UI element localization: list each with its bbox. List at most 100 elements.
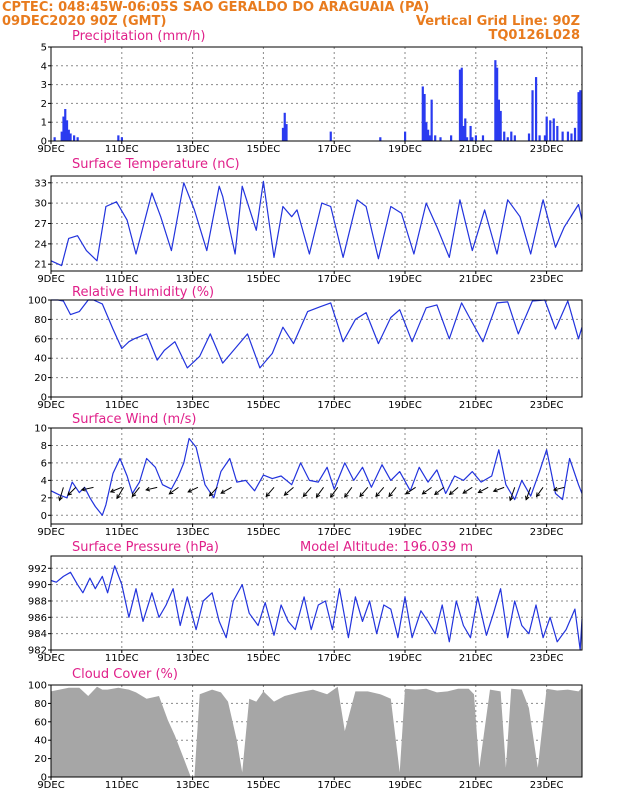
wind-arrow-shaft xyxy=(375,487,385,497)
wind-arrow-shaft xyxy=(359,487,369,497)
temperature-ytick-label: 21 xyxy=(34,260,47,271)
humidity-xtick-label: 15DEC xyxy=(247,400,281,411)
cloud_cover-xtick-label: 23DEC xyxy=(530,780,564,791)
precipitation-xtick-label: 11DEC xyxy=(105,144,139,155)
temperature-xtick-label: 15DEC xyxy=(247,274,281,285)
wind-title: Surface Wind (m/s) xyxy=(72,412,196,427)
wind-arrow-shaft xyxy=(405,486,416,495)
wind-arrow-shaft xyxy=(493,486,505,492)
precipitation-bar xyxy=(60,131,63,141)
wind-arrow-head xyxy=(80,486,86,492)
temperature-xtick-label: 9DEC xyxy=(37,274,64,285)
wind-arrow-head xyxy=(375,492,380,498)
cloud_cover-xtick-label: 9DEC xyxy=(37,780,64,791)
precipitation-bar xyxy=(379,137,382,141)
precipitation-bar xyxy=(503,131,506,141)
wind-arrow-shaft xyxy=(330,487,339,498)
precipitation-bar xyxy=(283,112,286,141)
cloud_cover-xtick-label: 17DEC xyxy=(317,780,351,791)
wind-ytick-label: 8 xyxy=(41,441,47,452)
precipitation-bar xyxy=(556,125,559,141)
pressure-ytick-label: 986 xyxy=(28,613,47,624)
precipitation-bar xyxy=(573,127,577,141)
cloud_cover-panel: 0 20 40 60 80 100 9DEC 11DEC 13DEC 15DEC 17DEC 19DE… xyxy=(28,667,583,791)
precipitation-bar xyxy=(481,135,485,141)
precipitation-bar xyxy=(450,135,453,141)
wind-xtick-label: 23DEC xyxy=(530,527,564,538)
precipitation-bar xyxy=(439,137,442,141)
wind-arrow-shaft xyxy=(553,486,565,491)
cloud_cover-frame xyxy=(50,684,583,778)
wind-arrow-shaft xyxy=(209,487,218,497)
precipitation-bar xyxy=(329,131,332,141)
humidity-xtick-label: 11DEC xyxy=(105,400,139,411)
pressure-frame xyxy=(50,555,583,651)
precipitation-bar xyxy=(471,137,474,141)
precipitation-xtick-label: 13DEC xyxy=(176,144,210,155)
humidity-ytick-label: 80 xyxy=(34,315,47,326)
wind-arrow-head xyxy=(131,492,137,498)
precipitation-bar xyxy=(53,137,56,141)
precipitation-panel: 0 1 2 3 4 5 9DEC 11DEC 13DEC 15DEC 17DEC 19DEC 21DEC… xyxy=(37,29,583,155)
wind-arrow-shaft xyxy=(449,486,459,495)
temperature-xtick-label: 11DEC xyxy=(105,274,139,285)
precipitation-xtick-label: 23DEC xyxy=(530,144,564,155)
wind-arrow-head xyxy=(145,486,151,492)
pressure-xtick-label: 13DEC xyxy=(176,653,210,664)
wind-ytick-label: 2 xyxy=(41,493,47,504)
precipitation-bar xyxy=(65,120,69,141)
humidity-xtick-label: 21DEC xyxy=(459,400,493,411)
humidity-xtick-label: 9DEC xyxy=(37,400,64,411)
wind-arrow-head xyxy=(462,489,468,494)
wind-arrow-head xyxy=(220,489,226,494)
cloud_cover-ytick-label: 20 xyxy=(34,754,47,765)
pressure-xtick-label: 23DEC xyxy=(530,653,564,664)
precipitation-bar xyxy=(566,131,570,141)
cloud_cover-ytick-label: 0 xyxy=(41,773,47,784)
pressure-xtick-label: 9DEC xyxy=(37,653,64,664)
wind-xtick-label: 15DEC xyxy=(247,527,281,538)
wind-arrow-shaft xyxy=(284,486,294,496)
pressure-panel: 982 984 986 988 990 992 9DEC 11DEC 13DEC 15DEC 17D… xyxy=(28,540,583,664)
precipitation-bar xyxy=(430,99,433,141)
humidity-xtick-label: 23DEC xyxy=(530,400,564,411)
precipitation-bar xyxy=(67,129,70,141)
pressure-ytick-label: 988 xyxy=(28,596,47,607)
precipitation-bar xyxy=(281,127,285,141)
precipitation-ytick-label: 2 xyxy=(41,99,47,110)
precipitation-bar xyxy=(570,133,573,141)
wind-arrow-head xyxy=(315,493,321,498)
precipitation-bar xyxy=(460,67,463,141)
precipitation-bar xyxy=(464,118,467,141)
cloud_cover-ytick-label: 40 xyxy=(34,736,47,747)
precipitation-bar xyxy=(469,125,472,141)
wind-xtick-label: 19DEC xyxy=(388,527,422,538)
wind-arrow-head xyxy=(388,492,393,498)
temperature-title: Surface Temperature (nC) xyxy=(72,157,240,172)
humidity-frame xyxy=(50,299,583,398)
temperature-ytick-label: 30 xyxy=(34,199,47,210)
precipitation-bar xyxy=(497,99,501,141)
temperature-ytick-label: 27 xyxy=(34,219,47,230)
precipitation-bar xyxy=(76,137,79,141)
cloud_cover-xtick-label: 11DEC xyxy=(105,780,139,791)
wind-arrow-head xyxy=(283,491,289,496)
wind-arrow-shaft xyxy=(478,486,489,493)
pressure-ytick-label: 982 xyxy=(28,646,47,657)
precipitation-bar xyxy=(62,116,65,141)
wind-arrow-shaft xyxy=(388,487,397,497)
wind-series-line xyxy=(50,437,583,516)
wind-arrow-head xyxy=(525,495,530,501)
precipitation-title: Precipitation (mm/h) xyxy=(72,29,205,44)
wind-arrow-shaft xyxy=(146,486,158,491)
pressure-ytick-label: 992 xyxy=(28,564,47,575)
precipitation-xtick-label: 21DEC xyxy=(459,144,493,155)
pressure-series-line xyxy=(50,565,583,651)
cloud_cover-xtick-label: 21DEC xyxy=(459,780,493,791)
wind-arrow-head xyxy=(265,492,271,498)
wind-arrow-shaft xyxy=(434,486,445,495)
temperature-xtick-label: 23DEC xyxy=(530,274,564,285)
cloud_cover-title: Cloud Cover (%) xyxy=(72,667,178,682)
precipitation-ytick-label: 4 xyxy=(41,61,47,72)
temperature-series-line xyxy=(50,180,583,267)
